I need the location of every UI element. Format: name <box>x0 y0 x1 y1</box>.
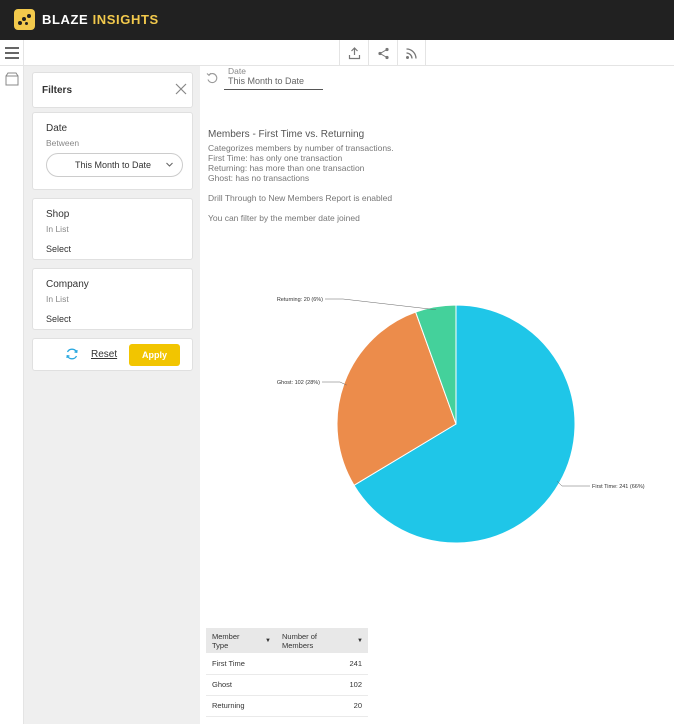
left-strip <box>0 66 24 724</box>
rss-icon[interactable] <box>397 40 426 66</box>
logo-icon <box>14 9 35 30</box>
filters-panel: Filters Date Between This Month to Date … <box>24 66 200 724</box>
pie-slice-first-time[interactable] <box>353 304 576 544</box>
company-filter-card[interactable]: Company In List Select <box>32 268 193 330</box>
shop-filter-title: Shop <box>46 209 70 220</box>
filter-note: You can filter by the member date joined <box>208 213 360 223</box>
data-panel-icon[interactable] <box>5 72 19 86</box>
brand-name: BLAZE INSIGHTS <box>42 12 159 27</box>
report-description: Categorizes members by number of transac… <box>208 143 394 153</box>
date-filter-field[interactable]: Date This Month to Date <box>224 66 323 90</box>
report-description: First Time: has only one transaction <box>208 153 343 163</box>
callout-line <box>325 298 437 310</box>
apply-button[interactable]: Apply <box>129 344 180 366</box>
column-header-number-of-members[interactable]: Number of Members ▼ <box>276 628 368 653</box>
column-header-member-type[interactable]: Member Type ▼ <box>206 628 276 653</box>
member-count-cell: 241 <box>276 653 368 675</box>
report-description: Returning: has more than one transaction <box>208 163 365 173</box>
chevron-down-icon <box>166 162 173 167</box>
date-filter-value: This Month to Date <box>75 160 152 170</box>
callout-line <box>322 381 347 386</box>
close-icon[interactable] <box>175 83 187 95</box>
member-type-cell: Ghost <box>206 674 276 696</box>
callout-line <box>556 480 590 487</box>
pie-slice-returning[interactable] <box>414 304 457 425</box>
report-description: Ghost: has no transactions <box>208 173 310 183</box>
company-filter-operator: In List <box>46 294 69 304</box>
date-filter-dropdown[interactable]: This Month to Date <box>46 153 183 177</box>
shop-filter-card[interactable]: Shop In List Select <box>32 198 193 260</box>
member-type-cell: First Time <box>206 653 276 675</box>
table-row[interactable]: Returning 20 <box>206 695 368 717</box>
shop-filter-operator: In List <box>46 224 69 234</box>
shop-filter-select[interactable]: Select <box>46 244 72 254</box>
share-icon[interactable] <box>368 40 397 66</box>
report-content: Date This Month to Date Members - First … <box>200 66 674 724</box>
company-filter-select[interactable]: Select <box>46 314 72 324</box>
slice-label: First Time: 241 (66%) <box>592 484 645 490</box>
filter-actions: Reset Apply <box>32 338 193 371</box>
member-type-cell: Returning <box>206 695 276 717</box>
member-count-cell: 102 <box>276 674 368 696</box>
table-row[interactable]: First Time 241 <box>206 653 368 675</box>
date-field-value: This Month to Date <box>228 76 305 86</box>
reset-link[interactable]: Reset <box>91 349 118 360</box>
pie-slice-ghost[interactable] <box>336 311 457 486</box>
filters-header: Filters <box>32 72 193 108</box>
slice-label: Ghost: 102 (28%) <box>277 380 320 386</box>
date-filter-operator: Between <box>46 138 80 148</box>
export-icon[interactable] <box>339 40 368 66</box>
slice-label: Returning: 20 (6%) <box>277 297 323 303</box>
filters-title: Filters <box>42 85 73 96</box>
sort-icon[interactable]: ▼ <box>357 638 363 644</box>
data-table: Member Type ▼ Number of Members ▼ First Ti… <box>206 628 368 717</box>
report-title: Members - First Time vs. Returning <box>208 129 365 140</box>
refresh-icon[interactable] <box>65 347 79 361</box>
hamburger-menu-icon[interactable] <box>0 40 24 66</box>
drill-through-note: Drill Through to New Members Report is e… <box>208 193 393 203</box>
date-filter-title: Date <box>46 123 68 134</box>
column-header-label: Number of Members <box>282 631 318 650</box>
member-count-cell: 20 <box>276 695 368 717</box>
column-header-label: Member Type <box>212 631 240 650</box>
company-filter-title: Company <box>46 279 89 290</box>
table-row[interactable]: Ghost 102 <box>206 674 368 696</box>
date-field-label: Date <box>228 66 246 76</box>
sort-icon[interactable]: ▼ <box>265 638 271 644</box>
pie-chart: First Time: 241 (66%) Ghost: 102 (28%) Ret… <box>277 297 645 544</box>
top-bar: BLAZE INSIGHTS <box>0 0 674 40</box>
undo-icon[interactable] <box>206 72 218 84</box>
date-filter-card: Date Between This Month to Date <box>32 112 193 190</box>
toolbar <box>0 40 674 66</box>
